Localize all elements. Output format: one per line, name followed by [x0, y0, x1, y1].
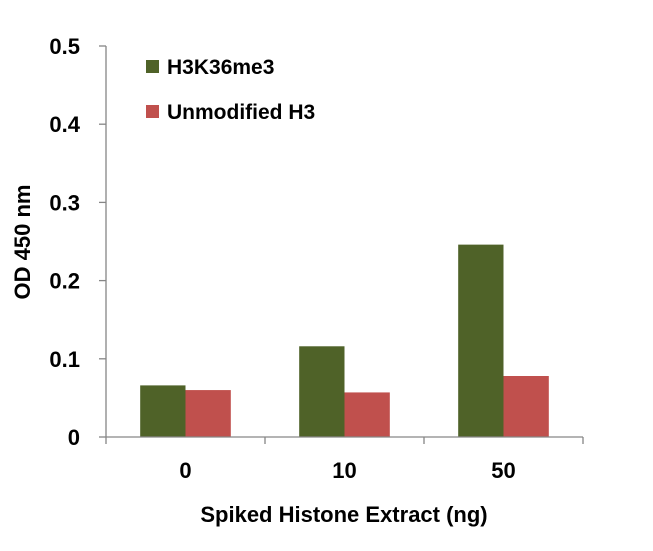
y-tick-label: 0.5 — [49, 34, 80, 59]
bar-h3k36me3-10 — [299, 346, 345, 437]
axes — [105, 46, 583, 438]
y-tick-label: 0.2 — [49, 269, 80, 294]
x-axis-title: Spiked Histone Extract (ng) — [200, 502, 487, 527]
legend: H3K36me3 Unmodified H3 — [146, 56, 315, 124]
bar-h3k36me3-50 — [458, 244, 504, 437]
y-axis-title: OD 450 nm — [10, 185, 35, 300]
bar-h3k36me3-0 — [140, 385, 186, 437]
y-tick-label: 0.4 — [49, 112, 80, 137]
bar-unmodified-h3-0 — [185, 390, 231, 437]
legend-swatch — [146, 60, 159, 73]
bar-unmodified-h3-10 — [344, 392, 390, 437]
y-tick-label: 0.1 — [49, 347, 80, 372]
bar-unmodified-h3-50 — [503, 376, 549, 437]
y-tick-label: 0.3 — [49, 190, 80, 215]
x-axis-ticks: 0 10 50 — [105, 437, 584, 483]
x-tick-label: 0 — [179, 458, 191, 483]
legend-label: Unmodified H3 — [167, 101, 315, 124]
y-tick-label: 0 — [68, 425, 80, 450]
x-tick-label: 10 — [332, 458, 356, 483]
x-tick-label: 50 — [491, 458, 515, 483]
bars — [140, 244, 549, 437]
legend-swatch — [146, 105, 159, 118]
y-axis-ticks: 0 0.1 0.2 0.3 0.4 0.5 — [49, 34, 106, 450]
legend-label: H3K36me3 — [167, 56, 274, 79]
